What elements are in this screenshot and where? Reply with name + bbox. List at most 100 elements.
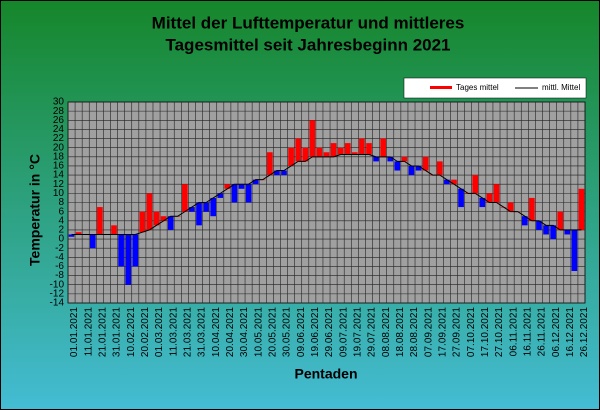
x-tick-label: 29.07.2021 — [367, 307, 378, 357]
bar — [337, 147, 344, 155]
y-tick-label: 12 — [53, 179, 65, 190]
bar — [564, 229, 571, 235]
y-tick-label: 8 — [58, 197, 64, 208]
bar — [351, 152, 358, 155]
bar — [288, 147, 294, 166]
bar — [415, 165, 422, 171]
y-tick-label: 6 — [58, 206, 64, 217]
x-tick-label: 27.09.2021 — [452, 307, 463, 357]
bar — [571, 229, 578, 272]
x-tick-label: 07.10.2021 — [466, 307, 477, 357]
bar — [75, 232, 82, 235]
bar — [189, 207, 195, 212]
y-tick-label: 0 — [58, 234, 64, 245]
bar — [344, 143, 351, 155]
x-axis-label: Pentaden — [294, 366, 357, 382]
bar — [493, 184, 500, 203]
x-tick-label: 17.10.2021 — [480, 307, 491, 357]
bar — [394, 161, 401, 171]
bar — [217, 193, 224, 198]
x-tick-label: 30.04.2021 — [239, 307, 250, 357]
bar — [203, 202, 209, 212]
bar — [309, 120, 316, 157]
bar — [252, 179, 259, 185]
x-tick-label: 29.06.2021 — [324, 307, 335, 357]
x-tick-label: 27.10.2021 — [494, 307, 505, 357]
x-tick-label: 08.08.2021 — [381, 307, 392, 357]
legend-swatch — [430, 86, 452, 89]
y-tick-label: -8 — [55, 270, 64, 281]
bar — [167, 216, 174, 230]
bar — [295, 138, 302, 162]
bar — [139, 211, 146, 233]
x-tick-label: 20.02.2021 — [140, 307, 151, 357]
x-tick-label: 07.09.2021 — [423, 307, 434, 357]
x-tick-label: 09.06.2021 — [296, 307, 307, 357]
bar — [302, 147, 309, 162]
y-tick-label: 26 — [53, 115, 65, 126]
y-tick-label: -2 — [55, 243, 64, 254]
bar — [274, 170, 280, 176]
bar — [210, 197, 217, 217]
x-tick-label: 20.04.2021 — [225, 307, 236, 357]
bar — [401, 156, 408, 162]
y-tick-label: -14 — [50, 298, 65, 309]
bar — [125, 234, 132, 285]
y-tick-label: 20 — [53, 142, 65, 153]
y-tick-label: 2 — [58, 225, 64, 236]
chart-title: Mittel der Lufttemperatur und mittleres — [152, 13, 465, 32]
bar — [281, 170, 287, 176]
y-tick-label: -10 — [50, 279, 65, 290]
x-tick-label: 31.03.2021 — [197, 307, 208, 357]
bar — [529, 197, 535, 221]
y-tick-label: 16 — [53, 161, 65, 172]
x-tick-label: 01.01.2021 — [69, 307, 80, 357]
bar — [245, 184, 252, 203]
bar — [422, 156, 429, 171]
bar — [507, 202, 514, 212]
bar — [366, 143, 372, 155]
y-axis-label: Temperatur in °C — [27, 154, 43, 266]
bar — [550, 225, 556, 240]
x-tick-label: 11.01.2021 — [83, 307, 94, 357]
legend-label: mittl. Mittel — [542, 83, 580, 92]
bar — [330, 143, 337, 157]
bar — [323, 152, 330, 157]
x-tick-label: 26.12.2021 — [579, 307, 590, 357]
legend-label: Tages mittel — [456, 83, 499, 92]
y-tick-label: 10 — [53, 188, 65, 199]
x-tick-label: 19.06.2021 — [310, 307, 321, 357]
y-tick-label: 30 — [53, 97, 65, 108]
bar — [472, 175, 479, 194]
bar — [89, 234, 96, 249]
x-tick-label: 26.11.2021 — [537, 307, 548, 357]
bar — [578, 188, 585, 230]
y-tick-label: 22 — [53, 133, 65, 144]
legend — [403, 77, 587, 99]
bar — [97, 207, 103, 235]
x-tick-label: 09.07.2021 — [338, 307, 349, 357]
bar — [267, 152, 273, 176]
bar — [557, 211, 564, 230]
y-tick-label: -4 — [55, 252, 64, 263]
bar — [408, 165, 415, 176]
x-tick-label: 17.09.2021 — [437, 307, 448, 357]
bar — [68, 234, 75, 237]
bar — [486, 193, 493, 203]
x-tick-label: 06.12.2021 — [551, 307, 562, 357]
y-tick-label: 24 — [53, 124, 65, 135]
y-tick-label: -12 — [50, 289, 65, 300]
bar — [479, 197, 486, 208]
bar — [118, 234, 124, 267]
bar — [536, 220, 542, 230]
bar — [458, 188, 464, 208]
x-tick-label: 16.12.2021 — [565, 307, 576, 357]
bar — [224, 184, 231, 189]
x-tick-label: 10.02.2021 — [126, 307, 137, 357]
x-tick-label: 20.05.2021 — [267, 307, 278, 357]
bar — [451, 179, 457, 185]
bar — [373, 156, 379, 162]
bar — [543, 225, 549, 235]
bar — [111, 225, 117, 235]
